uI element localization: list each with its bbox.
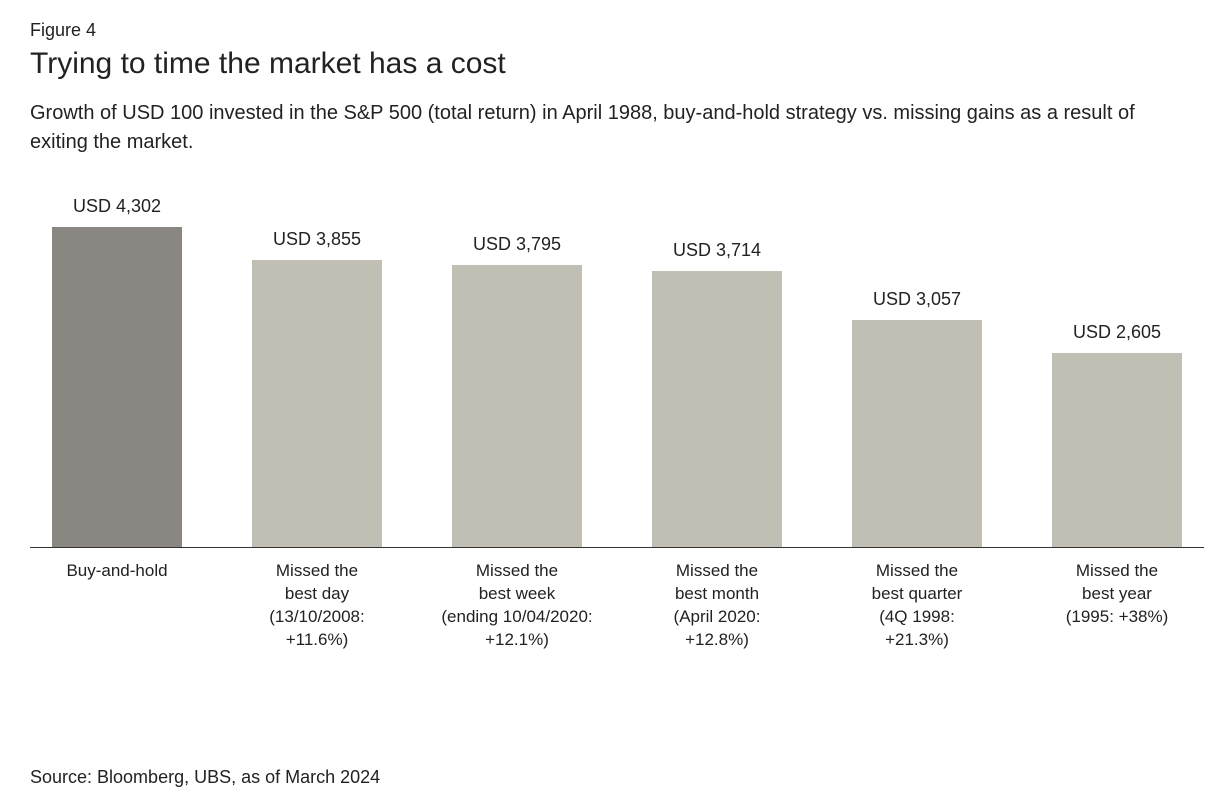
bar-column: USD 3,057	[852, 289, 982, 547]
plot-area: USD 4,302 USD 3,855 USD 3,795 USD 3,714 USD …	[30, 197, 1204, 548]
bar	[252, 260, 382, 547]
x-axis-label: Missed thebest quarter(4Q 1998:+21.3%)	[852, 560, 982, 652]
bar-column: USD 4,302	[52, 196, 182, 547]
bar	[1052, 353, 1182, 547]
bar-value-label: USD 2,605	[1073, 322, 1161, 343]
bar	[852, 320, 982, 547]
bar	[452, 265, 582, 547]
bar-value-label: USD 3,795	[473, 234, 561, 255]
figure-subtitle: Growth of USD 100 invested in the S&P 50…	[30, 99, 1150, 157]
bar	[52, 227, 182, 547]
figure-page: Figure 4 Trying to time the market has a…	[0, 0, 1214, 808]
bar	[652, 271, 782, 547]
bar-chart: USD 4,302 USD 3,855 USD 3,795 USD 3,714 USD …	[30, 197, 1184, 652]
bar-value-label: USD 4,302	[73, 196, 161, 217]
x-axis-label: Missed thebest day(13/10/2008:+11.6%)	[252, 560, 382, 652]
bar-value-label: USD 3,714	[673, 240, 761, 261]
x-axis-label: Missed thebest year(1995: +38%)	[1052, 560, 1182, 652]
x-axis-label: Buy-and-hold	[52, 560, 182, 652]
figure-title: Trying to time the market has a cost	[30, 47, 1184, 81]
x-axis-labels: Buy-and-hold Missed thebest day(13/10/200…	[30, 548, 1204, 652]
bar-value-label: USD 3,057	[873, 289, 961, 310]
source-line: Source: Bloomberg, UBS, as of March 2024	[30, 767, 380, 788]
x-axis-label: Missed thebest month(April 2020:+12.8%)	[652, 560, 782, 652]
bar-column: USD 2,605	[1052, 322, 1182, 547]
bar-column: USD 3,855	[252, 229, 382, 547]
bar-column: USD 3,714	[652, 240, 782, 547]
bar-column: USD 3,795	[452, 234, 582, 547]
bar-value-label: USD 3,855	[273, 229, 361, 250]
x-axis-label: Missed thebest week(ending 10/04/2020:+1…	[427, 560, 607, 652]
figure-number: Figure 4	[30, 20, 1184, 41]
